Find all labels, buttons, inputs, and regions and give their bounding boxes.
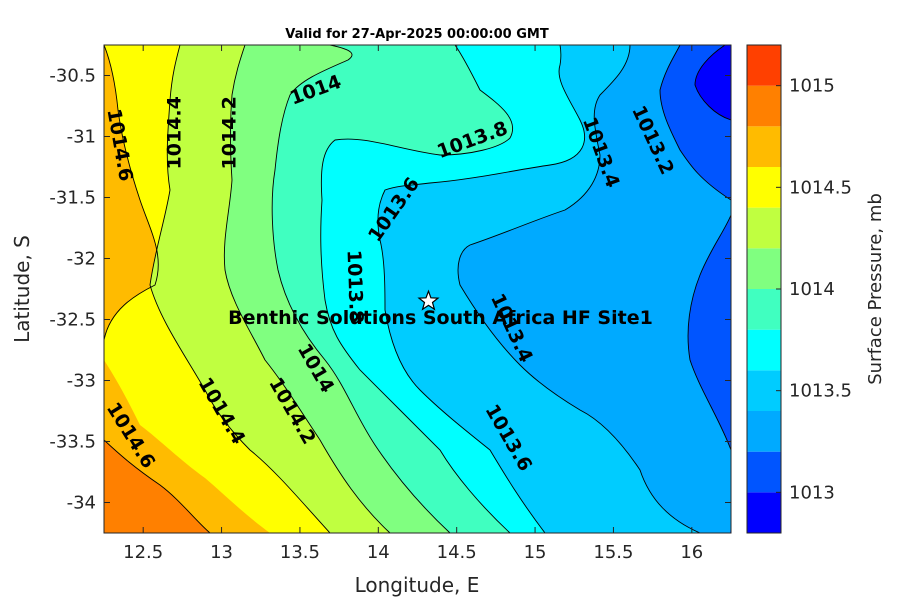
x-tick-label: 15.5: [593, 542, 633, 563]
site-star-marker: [417, 289, 440, 311]
isobar-1014-0: [271, 45, 451, 533]
colorbar-tick-label: 1013.5: [789, 381, 852, 402]
x-axis-title: Longitude, E: [355, 573, 480, 597]
colorbar-swatch: [747, 329, 781, 371]
y-tick-label: -32: [67, 249, 96, 270]
colorbar-tick-label: 1015: [789, 76, 835, 97]
y-tick-label: -34: [67, 493, 96, 514]
y-tick-label: -30.5: [49, 66, 96, 87]
colorbar: 1013 1013.5 1014 1014.5 1015: [746, 44, 852, 534]
y-tick-label: -32.5: [49, 310, 96, 331]
colorbar-swatch: [747, 45, 781, 86]
colorbar-swatch: [747, 370, 781, 411]
band-1013-0-1013-2: [458, 45, 731, 533]
y-axis: -30.5 -31 -31.5 -32 -32.5 -33 -33.5 -34: [49, 66, 731, 514]
contour-lines: [104, 45, 731, 533]
isobar-1014-4: [149, 45, 331, 533]
isobar-1013-2-south: [687, 214, 731, 451]
colorbar-title: Surface Pressure, mb: [865, 193, 886, 385]
plot-frame: [103, 44, 732, 534]
colorbar-swatch: [747, 207, 781, 249]
contour-label: 1014.4: [164, 96, 186, 169]
colorbar-swatch: [747, 167, 781, 208]
colorbar-swatch: [747, 289, 781, 330]
isobar-1014-6-north: [104, 45, 159, 341]
colorbar-swatch: [747, 411, 781, 452]
y-tick-label: -33.5: [49, 432, 96, 453]
isobar-1013-6: [377, 45, 585, 533]
isobar-1014-6: [104, 439, 211, 533]
isobar-1013-0: [694, 45, 731, 121]
x-tick-label: 13: [210, 542, 233, 563]
x-tick-label: 12.5: [123, 542, 163, 563]
colorbar-tick-label: 1014: [789, 279, 835, 300]
x-tick-label: 13.5: [280, 542, 320, 563]
contour-label: 1013.8: [343, 250, 368, 324]
x-tick-label: 16: [680, 542, 703, 563]
colorbar-tick-label: 1014.5: [789, 177, 852, 198]
y-axis-title: Latitude, S: [10, 235, 34, 343]
colorbar-swatch: [747, 126, 781, 167]
y-tick-label: -31.5: [49, 188, 96, 209]
isobar-1013-8: [320, 45, 514, 533]
contour-field: [104, 45, 731, 533]
colorbar-swatch: [747, 248, 781, 289]
colorbar-tick-label: 1013: [789, 482, 835, 503]
isobar-1013-2: [659, 45, 731, 201]
contour-label: 1014.2: [218, 96, 240, 169]
isobar-1013-4: [457, 45, 701, 533]
y-tick-label: -33: [67, 371, 96, 392]
site-layer: Benthic Solutions South Africa HF Site1: [228, 289, 653, 329]
y-tick-label: -31: [67, 127, 96, 148]
x-tick-label: 14: [367, 542, 390, 563]
colorbar-swatch: [747, 492, 781, 533]
colorbar-swatch: [747, 451, 781, 493]
x-axis: 12.5 13 13.5 14 14.5 15 15.5 16: [123, 45, 703, 563]
colorbar-swatch: [747, 85, 781, 127]
isobar-1014-2: [223, 45, 391, 533]
x-tick-label: 14.5: [437, 542, 477, 563]
x-tick-label: 15: [524, 542, 547, 563]
site-label: Benthic Solutions South Africa HF Site1: [228, 307, 653, 329]
chart-title: Valid for 27-Apr-2025 00:00:00 GMT: [285, 27, 549, 42]
